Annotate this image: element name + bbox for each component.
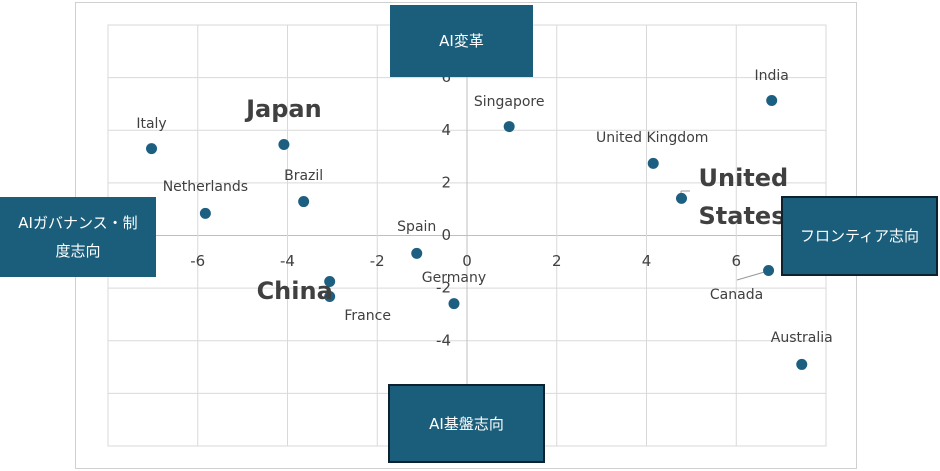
point-label: Australia [770, 330, 833, 347]
point-label: China [256, 276, 333, 305]
data-point [766, 95, 778, 107]
point-label: Brazil [284, 167, 324, 184]
y-tick-label: -4 [436, 331, 451, 349]
quadrant-label: AI変革 [390, 5, 533, 77]
data-point [298, 196, 310, 208]
data-point [199, 207, 211, 219]
quadrant-label: AI基盤志向 [388, 384, 545, 463]
data-point [763, 264, 775, 276]
y-tick-label: 6 [441, 68, 451, 86]
data-point [278, 138, 290, 150]
point-label: Italy [136, 115, 167, 132]
x-tick-label: -4 [280, 252, 295, 270]
data-point [796, 358, 808, 370]
point-label: Germany [421, 269, 487, 286]
data-point [146, 143, 158, 155]
point-label: Canada [709, 287, 764, 304]
data-point [324, 276, 336, 288]
data-point [448, 298, 460, 310]
point-label: United States [698, 164, 789, 231]
y-tick-label: 0 [441, 226, 451, 244]
point-label: Singapore [473, 93, 545, 110]
point-label: Netherlands [162, 179, 249, 196]
x-tick-label: 4 [642, 252, 652, 270]
point-label: Japan [246, 95, 322, 124]
x-tick-label: 6 [731, 252, 741, 270]
point-label: France [344, 307, 391, 324]
leader-line [736, 270, 769, 281]
x-tick-label: -6 [190, 252, 205, 270]
data-point [411, 247, 423, 259]
data-point [503, 121, 515, 133]
point-label: Spain [397, 219, 437, 236]
y-tick-label: 4 [441, 121, 451, 139]
x-tick-label: -2 [370, 252, 385, 270]
x-tick-label: 2 [552, 252, 562, 270]
point-label: United Kingdom [596, 130, 709, 147]
y-tick-label: 2 [441, 173, 451, 191]
quadrant-label: フロンティア志向 [781, 196, 938, 276]
data-point [324, 291, 336, 303]
point-label: India [754, 67, 789, 84]
data-point [647, 157, 659, 169]
data-point [676, 192, 688, 204]
x-tick-label: 0 [462, 252, 472, 270]
quadrant-label: AIガバナンス・制度志向 [0, 197, 156, 277]
y-tick-label: -2 [436, 279, 451, 297]
